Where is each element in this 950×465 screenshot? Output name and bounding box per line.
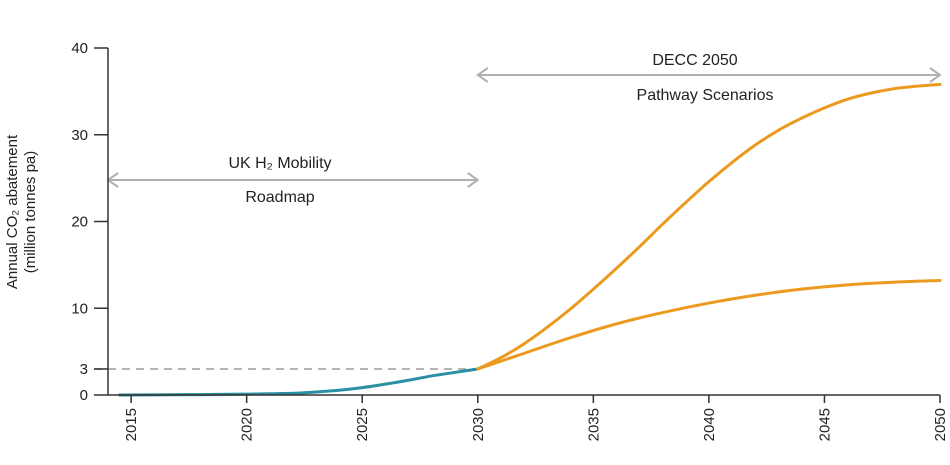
annotation-label-line1: UK H₂ Mobility <box>228 155 331 172</box>
x-tick-label: 2030 <box>470 408 487 441</box>
x-tick-label: 2040 <box>701 408 718 441</box>
x-tick-label: 2020 <box>239 408 256 441</box>
annotation-layer: UK H₂ Mobility Roadmap DECC 2050 Pathway… <box>106 52 942 206</box>
y-tick-label: 20 <box>71 214 88 231</box>
annotation-uk-h2-mobility: UK H₂ Mobility Roadmap <box>106 155 480 206</box>
y-tick-label: 10 <box>71 300 88 317</box>
arrowhead-right <box>929 67 942 83</box>
series-layer <box>118 82 942 397</box>
x-tick-label: 2015 <box>123 408 140 441</box>
annotation-decc-2050: DECC 2050 Pathway Scenarios <box>476 52 942 104</box>
annotation-label-line2: Roadmap <box>245 189 314 206</box>
series-line-orange-lower <box>476 278 942 371</box>
y-axis-title: Annual CO₂ abatement (million tonnes pa) <box>4 134 39 289</box>
annotation-label-line2: Pathway Scenarios <box>637 87 774 104</box>
y-axis-title-line2: (million tonnes pa) <box>22 151 39 274</box>
y-tick-label: 0 <box>80 387 88 404</box>
annotation-label-line1: DECC 2050 <box>652 52 737 69</box>
series-line-teal-roadmap <box>118 367 480 397</box>
y-tick-label: 40 <box>71 40 88 57</box>
x-tick-label: 2025 <box>354 408 371 441</box>
x-tick-label: 2050 <box>932 408 949 441</box>
x-tick-label: 2035 <box>585 408 602 441</box>
y-axis-title-line1: Annual CO₂ abatement <box>4 134 21 289</box>
y-tick-label: 30 <box>71 127 88 144</box>
series-line-orange-upper <box>476 82 942 371</box>
arrowhead-right <box>467 172 480 188</box>
arrowhead-left <box>476 67 489 83</box>
y-tick-label: 3 <box>80 361 88 378</box>
x-tick-label: 2045 <box>816 408 833 441</box>
